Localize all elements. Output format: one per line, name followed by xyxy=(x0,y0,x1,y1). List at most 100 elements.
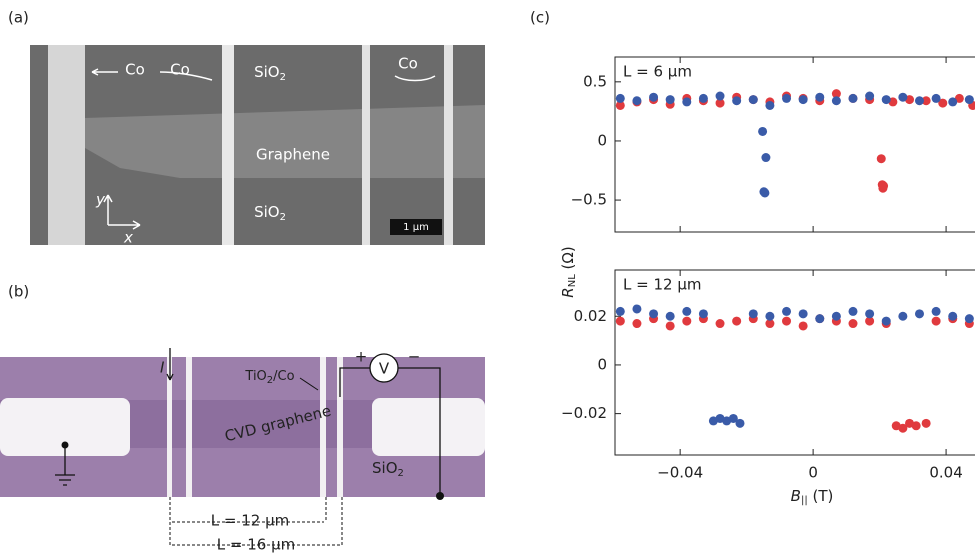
data-point xyxy=(881,95,891,105)
data-point xyxy=(931,93,941,103)
substrate-label: SiO2 xyxy=(372,459,404,480)
data-point xyxy=(815,314,825,324)
data-point xyxy=(698,93,708,103)
scale-bar-label: 1 μm xyxy=(403,222,429,233)
data-point xyxy=(765,319,775,329)
text: 2 xyxy=(280,72,286,83)
electrode-label: Co xyxy=(170,61,190,79)
x-tick-label: 0 xyxy=(808,464,818,482)
data-point xyxy=(615,306,625,316)
data-point xyxy=(748,309,758,319)
y-tick-label: 0.5 xyxy=(583,72,607,90)
data-point xyxy=(615,93,625,103)
data-point xyxy=(758,126,768,136)
x-axis-label: B|| (T) xyxy=(791,487,834,507)
electrode-label: Co xyxy=(125,61,145,79)
optical-image xyxy=(0,348,485,546)
data-point xyxy=(964,314,974,324)
data-point xyxy=(715,98,725,108)
panel-label: (b) xyxy=(8,283,29,301)
x-tick-label: 0.04 xyxy=(929,464,962,482)
data-point xyxy=(948,97,958,107)
data-point xyxy=(898,423,908,433)
panel-label: (a) xyxy=(8,9,29,27)
y-tick-label: −0.5 xyxy=(571,191,607,209)
data-point xyxy=(876,154,886,164)
data-point xyxy=(649,92,659,102)
y-tick-label: 0 xyxy=(597,355,607,373)
data-point xyxy=(798,309,808,319)
data-point xyxy=(914,96,924,106)
voltmeter-label: V xyxy=(379,360,390,378)
text: (T) xyxy=(808,487,834,505)
y-axis-label: RNL (Ω) xyxy=(559,246,579,297)
data-point xyxy=(938,98,948,108)
polarity-label: − xyxy=(408,348,421,366)
data-point xyxy=(931,316,941,326)
text: 2 xyxy=(280,212,286,223)
data-point xyxy=(865,309,875,319)
data-point xyxy=(735,418,745,428)
data-point xyxy=(698,309,708,319)
data-point xyxy=(798,321,808,331)
data-point xyxy=(632,319,642,329)
text: NL xyxy=(567,274,578,287)
data-point xyxy=(649,309,659,319)
data-point xyxy=(921,96,931,106)
data-point xyxy=(615,316,625,326)
data-point xyxy=(682,306,692,316)
data-point xyxy=(865,91,875,101)
text: /Co xyxy=(273,369,294,384)
data-point xyxy=(765,311,775,321)
data-point xyxy=(765,100,775,110)
text: 2 xyxy=(267,375,273,386)
data-point xyxy=(615,100,625,110)
data-point xyxy=(931,306,941,316)
data-point xyxy=(921,418,931,428)
contact-label: TiO2/Co xyxy=(244,369,294,387)
text: B xyxy=(791,487,801,505)
axis-label: x xyxy=(123,229,133,247)
data-point xyxy=(898,311,908,321)
data-point xyxy=(761,153,771,163)
data-point xyxy=(964,95,974,105)
data-point xyxy=(831,96,841,106)
data-point xyxy=(715,319,725,329)
data-point xyxy=(665,311,675,321)
text: TiO xyxy=(244,369,266,384)
text: || xyxy=(801,495,808,506)
data-point xyxy=(848,319,858,329)
text: SiO xyxy=(254,63,280,81)
data-point xyxy=(782,306,792,316)
current-label: I xyxy=(160,359,165,377)
graphene-label: Graphene xyxy=(256,146,330,164)
data-point xyxy=(682,97,692,107)
length-label: L = 16 μm xyxy=(217,536,295,554)
plot-frame xyxy=(614,269,975,456)
x-tick-label: −0.04 xyxy=(657,464,703,482)
substrate-label: SiO2 xyxy=(254,63,286,84)
substrate-label: SiO2 xyxy=(254,203,286,224)
axis-label: y xyxy=(95,191,106,209)
data-point xyxy=(815,92,825,102)
data-point xyxy=(865,316,875,326)
data-point xyxy=(782,93,792,103)
data-point xyxy=(728,413,738,423)
data-point xyxy=(760,188,770,198)
data-point xyxy=(831,89,841,99)
text: 2 xyxy=(398,468,404,479)
polarity-label: + xyxy=(355,348,368,366)
data-point xyxy=(948,311,958,321)
data-point xyxy=(898,92,908,102)
plot-annotation: L = 6 μm xyxy=(623,63,692,81)
panel-label: (c) xyxy=(530,9,550,27)
data-point xyxy=(732,316,742,326)
data-point xyxy=(632,304,642,314)
text: R xyxy=(559,287,577,297)
length-label: L = 12 μm xyxy=(211,512,289,530)
data-point xyxy=(848,306,858,316)
data-point xyxy=(914,309,924,319)
data-point xyxy=(665,321,675,331)
